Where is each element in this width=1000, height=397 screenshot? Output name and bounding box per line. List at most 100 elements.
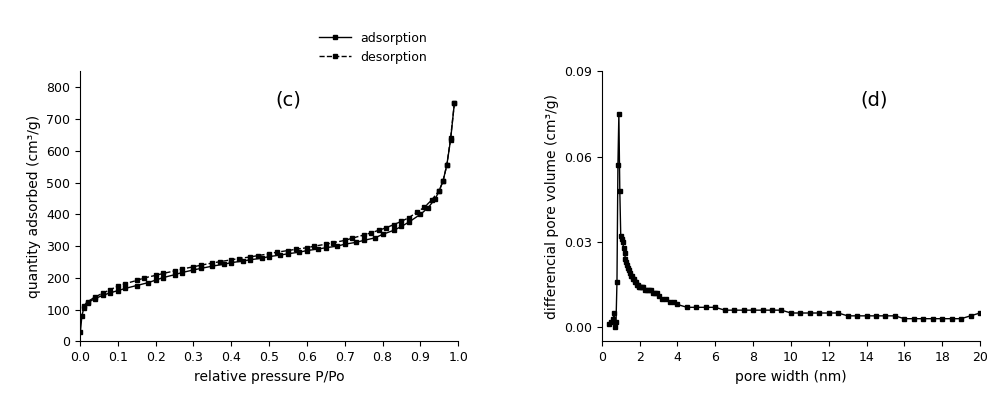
adsorption [82,300,94,305]
desorption [282,248,294,253]
adsorption [282,251,294,256]
desorption [418,205,430,210]
adsorption [142,280,154,285]
desorption [263,251,275,256]
desorption [252,253,264,258]
adsorption [225,260,237,265]
desorption [373,228,385,233]
desorption [244,254,256,259]
desorption [448,101,460,106]
Y-axis label: differencial pore volume (cm³/g): differencial pore volume (cm³/g) [545,94,559,319]
desorption [187,264,199,269]
adsorption [403,220,415,224]
adsorption [388,228,400,233]
Text: (d): (d) [860,91,888,109]
adsorption [293,250,305,254]
desorption [358,233,370,237]
Line: desorption: desorption [82,101,456,308]
desorption [225,257,237,262]
adsorption [437,179,449,183]
desorption [271,250,283,254]
adsorption [422,206,434,210]
adsorption [350,240,362,245]
adsorption [131,283,143,288]
desorption [176,267,188,272]
adsorption [89,296,101,301]
adsorption [150,278,162,283]
desorption [346,236,358,241]
adsorption [395,224,407,229]
desorption [82,299,94,304]
desorption [433,188,445,193]
adsorption [97,293,109,298]
adsorption [237,259,249,264]
desorption [97,291,109,295]
desorption [339,238,351,243]
desorption [150,273,162,278]
desorption [214,259,226,264]
desorption [320,242,332,247]
adsorption [448,101,460,106]
adsorption [263,254,275,259]
desorption [104,287,116,292]
adsorption [429,196,441,201]
desorption [395,219,407,224]
adsorption [244,257,256,262]
adsorption [256,256,268,260]
adsorption [312,247,324,251]
adsorption [414,212,426,217]
desorption [157,271,169,276]
desorption [169,268,181,273]
adsorption [358,238,370,243]
desorption [327,240,339,245]
adsorption [206,264,218,268]
desorption [426,198,438,202]
Y-axis label: quantity adsorbed (cm³/g): quantity adsorbed (cm³/g) [27,115,41,298]
desorption [403,215,415,220]
adsorption [274,252,286,257]
desorption [308,244,320,249]
adsorption [112,288,124,293]
desorption [195,263,207,268]
desorption [131,278,143,283]
adsorption [445,137,457,142]
desorption [89,295,101,299]
Line: adsorption: adsorption [78,101,456,334]
desorption [78,303,90,308]
X-axis label: pore width (nm): pore width (nm) [735,370,847,384]
adsorption [377,232,389,237]
desorption [233,256,245,261]
adsorption [369,235,381,240]
adsorption [320,245,332,250]
desorption [112,284,124,289]
adsorption [176,270,188,275]
adsorption [169,272,181,277]
adsorption [76,314,88,318]
desorption [437,179,449,183]
adsorption [195,266,207,271]
adsorption [441,163,453,168]
desorption [206,260,218,265]
desorption [301,245,313,250]
Text: (c): (c) [275,91,301,109]
adsorption [78,306,90,310]
Legend: adsorption, desorption: adsorption, desorption [314,27,432,69]
desorption [119,281,131,286]
desorption [441,163,453,168]
adsorption [433,188,445,193]
desorption [138,276,150,280]
adsorption [157,275,169,280]
X-axis label: relative pressure P/Po: relative pressure P/Po [194,370,344,384]
desorption [411,210,423,215]
adsorption [74,330,86,334]
desorption [380,225,392,230]
adsorption [119,286,131,291]
adsorption [339,242,351,247]
adsorption [187,268,199,272]
adsorption [104,291,116,295]
desorption [365,230,377,235]
adsorption [331,244,343,249]
desorption [290,247,302,252]
adsorption [301,248,313,253]
desorption [445,136,457,141]
